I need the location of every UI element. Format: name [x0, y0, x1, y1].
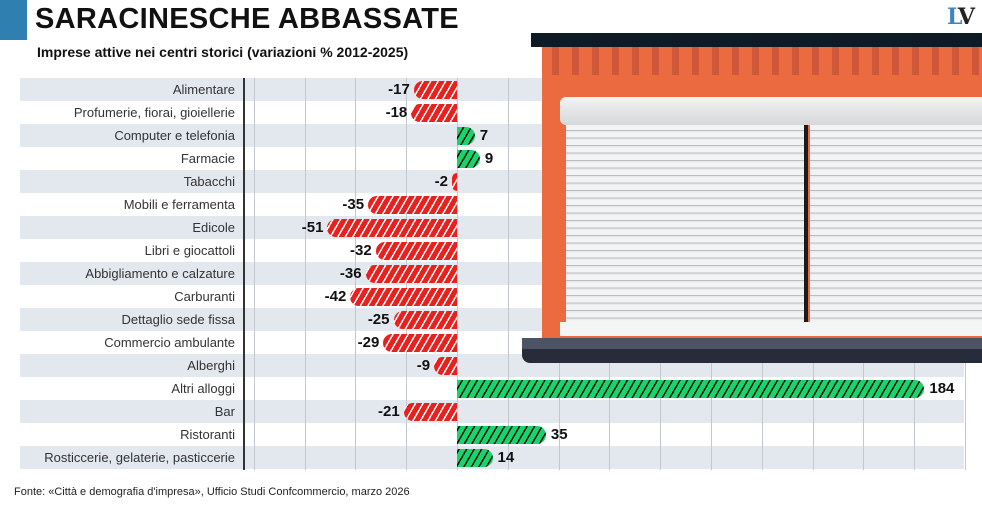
shop-illustration [522, 33, 982, 363]
page-title: SARACINESCHE ABBASSATE [35, 3, 459, 35]
table-row: Mobili e ferramenta [20, 193, 964, 216]
data-label: 14 [497, 449, 515, 466]
data-label: 9 [484, 150, 494, 167]
data-label: -18 [385, 104, 408, 121]
table-row: Farmacie [20, 147, 964, 170]
bar [434, 356, 457, 375]
bar [413, 80, 457, 99]
category-label: Farmacie [180, 151, 235, 166]
accent-block [0, 0, 27, 40]
bar [451, 172, 457, 191]
data-label: -32 [350, 242, 372, 259]
data-label: 184 [929, 380, 955, 397]
shutter-sill [560, 322, 982, 336]
bar [457, 149, 480, 168]
gridline [457, 78, 458, 470]
table-row: Ristoranti [20, 423, 964, 446]
bar [411, 103, 457, 122]
logo: LV [947, 4, 975, 30]
bar [350, 287, 457, 306]
bar [365, 264, 457, 283]
table-row: Libri e giocattoli [20, 239, 964, 262]
category-label: Commercio ambulante [104, 335, 235, 350]
data-label: 35 [550, 426, 568, 443]
category-label: Libri e giocattoli [144, 243, 235, 258]
table-row: Commercio ambulante [20, 331, 964, 354]
category-label: Abbigliamento e calzature [85, 266, 235, 281]
bar [403, 402, 457, 421]
category-label: Dettaglio sede fissa [121, 312, 235, 327]
bar [383, 333, 457, 352]
table-row: Profumerie, fiorai, gioiellerie [20, 101, 964, 124]
bar [368, 195, 457, 214]
category-label: Carburanti [174, 289, 235, 304]
bar [457, 448, 493, 467]
data-label: -35 [342, 196, 365, 213]
gridline [355, 78, 357, 470]
table-row: Carburanti [20, 285, 964, 308]
data-label: -29 [357, 334, 380, 351]
gridline [253, 78, 255, 470]
chart-subtitle: Imprese attive nei centri storici (varia… [37, 44, 409, 60]
category-label: Ristoranti [180, 427, 235, 442]
table-row: Altri alloggi [20, 377, 964, 400]
data-label: 7 [479, 127, 489, 144]
bar [375, 241, 457, 260]
data-label: -17 [388, 81, 410, 98]
data-label: -21 [377, 403, 400, 420]
table-row: Bar [20, 400, 964, 423]
category-label: Mobili e ferramenta [123, 197, 235, 212]
category-label: Computer e telefonia [114, 128, 235, 143]
gridline [507, 78, 509, 470]
category-label: Tabacchi [183, 174, 235, 189]
bar [457, 379, 925, 398]
bar [457, 425, 546, 444]
shutter-post [804, 125, 808, 322]
bar [393, 310, 457, 329]
category-label: Bar [214, 404, 235, 419]
source-note: Fonte: «Città e demografia d'impresa», U… [14, 486, 410, 498]
shutter-right [810, 125, 982, 322]
gridline [304, 78, 306, 470]
shutter-left [566, 125, 804, 322]
data-label: -9 [416, 357, 431, 374]
category-label: Alimentare [172, 82, 235, 97]
axis-line [243, 78, 245, 470]
shutter-box [560, 97, 982, 125]
data-label: -36 [339, 265, 362, 282]
category-label: Altri alloggi [171, 381, 235, 396]
bar [457, 126, 475, 145]
data-label: -25 [367, 311, 390, 328]
category-label: Edicole [192, 220, 235, 235]
category-label: Profumerie, fiorai, gioiellerie [73, 105, 235, 120]
category-label: Rosticcerie, gelaterie, pasticcerie [44, 450, 235, 465]
data-label: -51 [301, 219, 324, 236]
category-label: Alberghi [187, 358, 235, 373]
wall-decoration [552, 47, 982, 75]
roof [531, 33, 982, 47]
sidewalk-ledge [522, 338, 982, 363]
data-label: -42 [324, 288, 347, 305]
bar [327, 218, 457, 237]
data-label: -2 [434, 173, 448, 190]
